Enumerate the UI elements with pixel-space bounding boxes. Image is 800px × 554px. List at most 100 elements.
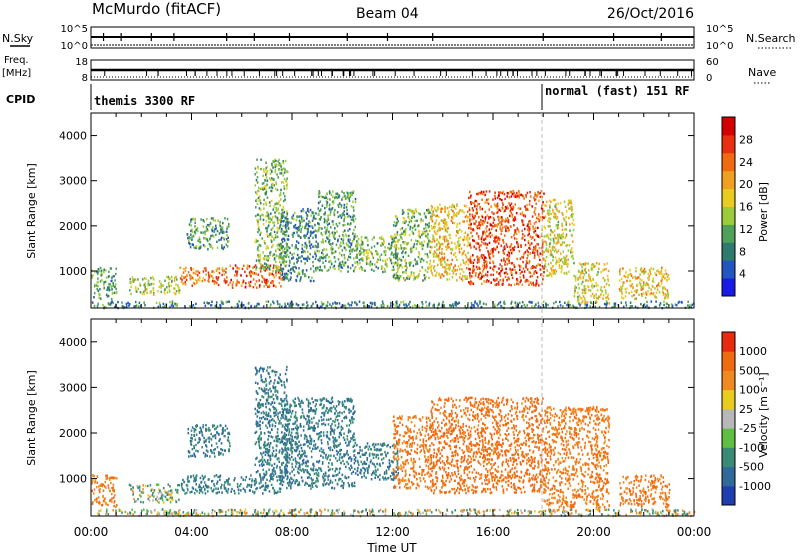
scatter-mark (527, 223, 529, 226)
scatter-mark (272, 166, 274, 169)
scatter-mark (497, 210, 499, 213)
scatter-mark (649, 293, 651, 296)
scatter-mark (664, 277, 666, 280)
scatter-mark (550, 267, 552, 270)
scatter-mark (479, 267, 481, 270)
scatter-mark (473, 305, 475, 308)
scatter-mark (506, 217, 509, 220)
scatter-mark (444, 205, 446, 209)
scatter-mark (210, 432, 212, 436)
scatter-mark (333, 251, 335, 254)
scatter-mark (330, 243, 332, 246)
scatter-mark (253, 483, 256, 487)
scatter-mark (430, 266, 432, 269)
scatter-mark (435, 219, 438, 222)
scatter-mark (356, 303, 358, 306)
scatter-mark (658, 290, 661, 294)
scatter-mark (203, 436, 205, 440)
scatter-mark (497, 238, 499, 241)
scatter-mark (367, 254, 369, 257)
scatter-mark (541, 207, 544, 211)
scatter-mark (395, 236, 397, 239)
scatter-mark (454, 242, 456, 245)
scatter-mark (654, 295, 656, 299)
scatter-mark (266, 417, 269, 421)
scatter-mark (525, 208, 527, 211)
scatter-mark (296, 227, 298, 230)
scatter-mark (209, 429, 211, 432)
scatter-mark (263, 198, 265, 202)
scatter-mark (160, 290, 163, 294)
scatter-mark (336, 192, 339, 195)
scatter-mark (170, 494, 172, 497)
scatter-mark (267, 235, 269, 238)
scatter-mark (511, 300, 513, 303)
scatter-mark (628, 292, 630, 295)
scatter-mark (433, 252, 435, 255)
scatter-mark (274, 165, 277, 169)
scatter-mark (294, 265, 296, 269)
scatter-mark (261, 485, 263, 488)
scatter-mark (223, 269, 225, 272)
scatter-mark (494, 265, 497, 268)
scatter-mark (382, 302, 384, 306)
scatter-mark (287, 302, 289, 305)
scatter-mark (533, 283, 535, 287)
scatter-mark (520, 245, 522, 248)
scatter-mark (573, 274, 575, 277)
scatter-mark (301, 303, 304, 306)
scatter-mark (404, 231, 407, 235)
scatter-mark (388, 257, 391, 260)
scatter-mark (228, 222, 230, 226)
scatter-mark (419, 258, 421, 261)
scatter-mark (539, 263, 541, 267)
scatter-mark (395, 215, 398, 219)
scatter-mark (508, 261, 511, 264)
nsky-trace (91, 33, 694, 46)
scatter-mark (280, 198, 282, 201)
scatter-mark (188, 235, 191, 239)
scatter-mark (363, 249, 365, 252)
scatter-mark (166, 493, 169, 496)
scatter-mark (348, 197, 350, 200)
scatter-mark (208, 429, 210, 432)
scatter-mark (326, 304, 329, 307)
scatter-mark (395, 223, 398, 226)
scatter-mark (407, 209, 409, 212)
scatter-mark (255, 272, 257, 275)
scatter-mark (282, 230, 284, 233)
scatter-mark (286, 217, 289, 221)
scatter-mark (387, 246, 389, 249)
scatter-mark (429, 217, 432, 221)
scatter-mark (426, 223, 429, 226)
scatter-mark (284, 217, 287, 220)
scatter-mark (631, 295, 633, 298)
scatter-mark (221, 432, 223, 435)
scatter-mark (162, 494, 165, 497)
scatter-mark (528, 246, 530, 250)
scatter-mark (431, 271, 433, 275)
scatter-mark (193, 480, 195, 483)
scatter-mark (421, 233, 423, 237)
scatter-mark (331, 231, 334, 234)
scatter-mark (331, 207, 334, 210)
scatter-mark (325, 205, 328, 209)
scatter-mark (171, 491, 173, 495)
scatter-mark (483, 238, 485, 241)
scatter-mark (498, 191, 501, 194)
scatter-mark (519, 264, 521, 268)
scatter-mark (396, 276, 399, 280)
scatter-mark (284, 302, 286, 305)
scatter-mark (551, 230, 553, 233)
scatter-mark (203, 237, 206, 240)
scatter-mark (394, 304, 397, 307)
scatter-mark (224, 279, 227, 283)
scatter-mark (312, 260, 314, 264)
scatter-mark (483, 230, 486, 233)
scatter-mark (473, 239, 475, 242)
scatter-mark (328, 222, 331, 225)
scatter-mark (149, 283, 151, 286)
scatter-mark (393, 261, 395, 265)
scatter-mark (271, 454, 274, 457)
scatter-mark (337, 215, 340, 218)
